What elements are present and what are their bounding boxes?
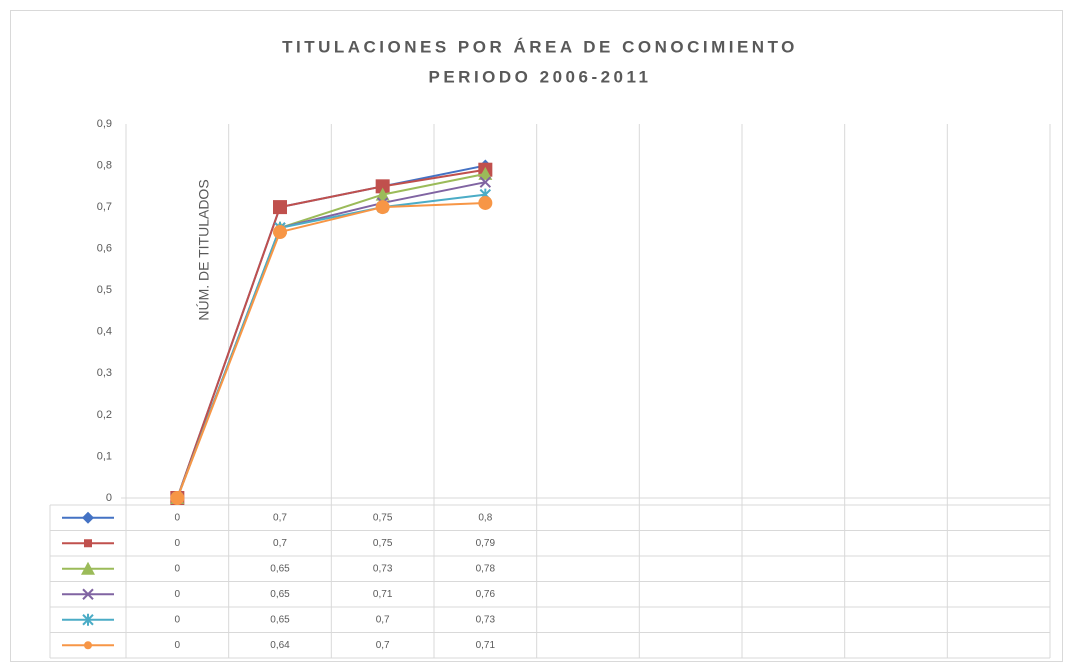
- table-cell: 0,78: [476, 563, 496, 574]
- table-cell: 0,64: [270, 640, 290, 651]
- legend-key-marker: [81, 561, 95, 575]
- table-cell: 0,71: [476, 640, 496, 651]
- marker: [478, 195, 493, 210]
- table-cell: 0,7: [376, 640, 390, 651]
- y-tick-label: 0,7: [97, 201, 112, 213]
- marker: [478, 166, 493, 180]
- table-cell: 0,7: [376, 614, 390, 625]
- y-tick-label: 0,2: [97, 409, 112, 421]
- table-cell: 0,76: [476, 589, 496, 600]
- y-tick-label: 0,4: [97, 326, 112, 338]
- legend-key-marker: [84, 539, 92, 548]
- y-tick-label: 0,1: [97, 450, 112, 462]
- marker: [479, 176, 492, 188]
- marker: [375, 179, 390, 194]
- table-cell: 0,65: [270, 589, 290, 600]
- chart-title: TITULACIONES POR ÁREA DE CONOCIMIENTO: [282, 37, 798, 56]
- marker: [375, 200, 390, 215]
- series-line: [176, 201, 486, 499]
- legend-key-marker: [84, 641, 92, 650]
- table-cell: 0: [175, 614, 181, 625]
- table-cell: 0,75: [373, 538, 393, 549]
- table-cell: 0: [175, 589, 181, 600]
- table-cell: 0,8: [478, 512, 492, 523]
- series-line: [176, 168, 486, 499]
- table-cell: 0,7: [273, 512, 287, 523]
- y-tick-label: 0,8: [97, 159, 112, 171]
- table-cell: 0,71: [373, 589, 393, 600]
- y-axis-label: NÚM. DE TITULADOS: [196, 179, 212, 320]
- table-cell: 0: [175, 640, 181, 651]
- marker: [170, 491, 185, 505]
- y-tick-label: 0,5: [97, 284, 112, 296]
- legend-key-marker: [82, 588, 94, 600]
- y-tick-label: 0: [106, 492, 112, 504]
- table-cell: 0: [175, 563, 181, 574]
- table-cell: 0,65: [270, 614, 290, 625]
- table-cell: 0: [175, 538, 181, 549]
- legend-key-marker: [82, 511, 94, 524]
- table-cell: 0,75: [373, 512, 393, 523]
- table-cell: 0,7: [273, 538, 287, 549]
- y-tick-label: 0,9: [97, 118, 112, 130]
- marker: [273, 200, 287, 215]
- legend-key-marker: [82, 613, 94, 626]
- marker: [375, 187, 390, 201]
- marker: [273, 225, 287, 240]
- y-tick-label: 0,3: [97, 367, 112, 379]
- table-cell: 0,73: [373, 563, 393, 574]
- table-cell: 0,79: [476, 538, 496, 549]
- chart-title: PERIODO 2006-2011: [429, 67, 652, 86]
- y-tick-label: 0,6: [97, 243, 112, 255]
- table-cell: 0,65: [270, 563, 290, 574]
- table-cell: 0: [175, 512, 181, 523]
- table-cell: 0,73: [476, 614, 496, 625]
